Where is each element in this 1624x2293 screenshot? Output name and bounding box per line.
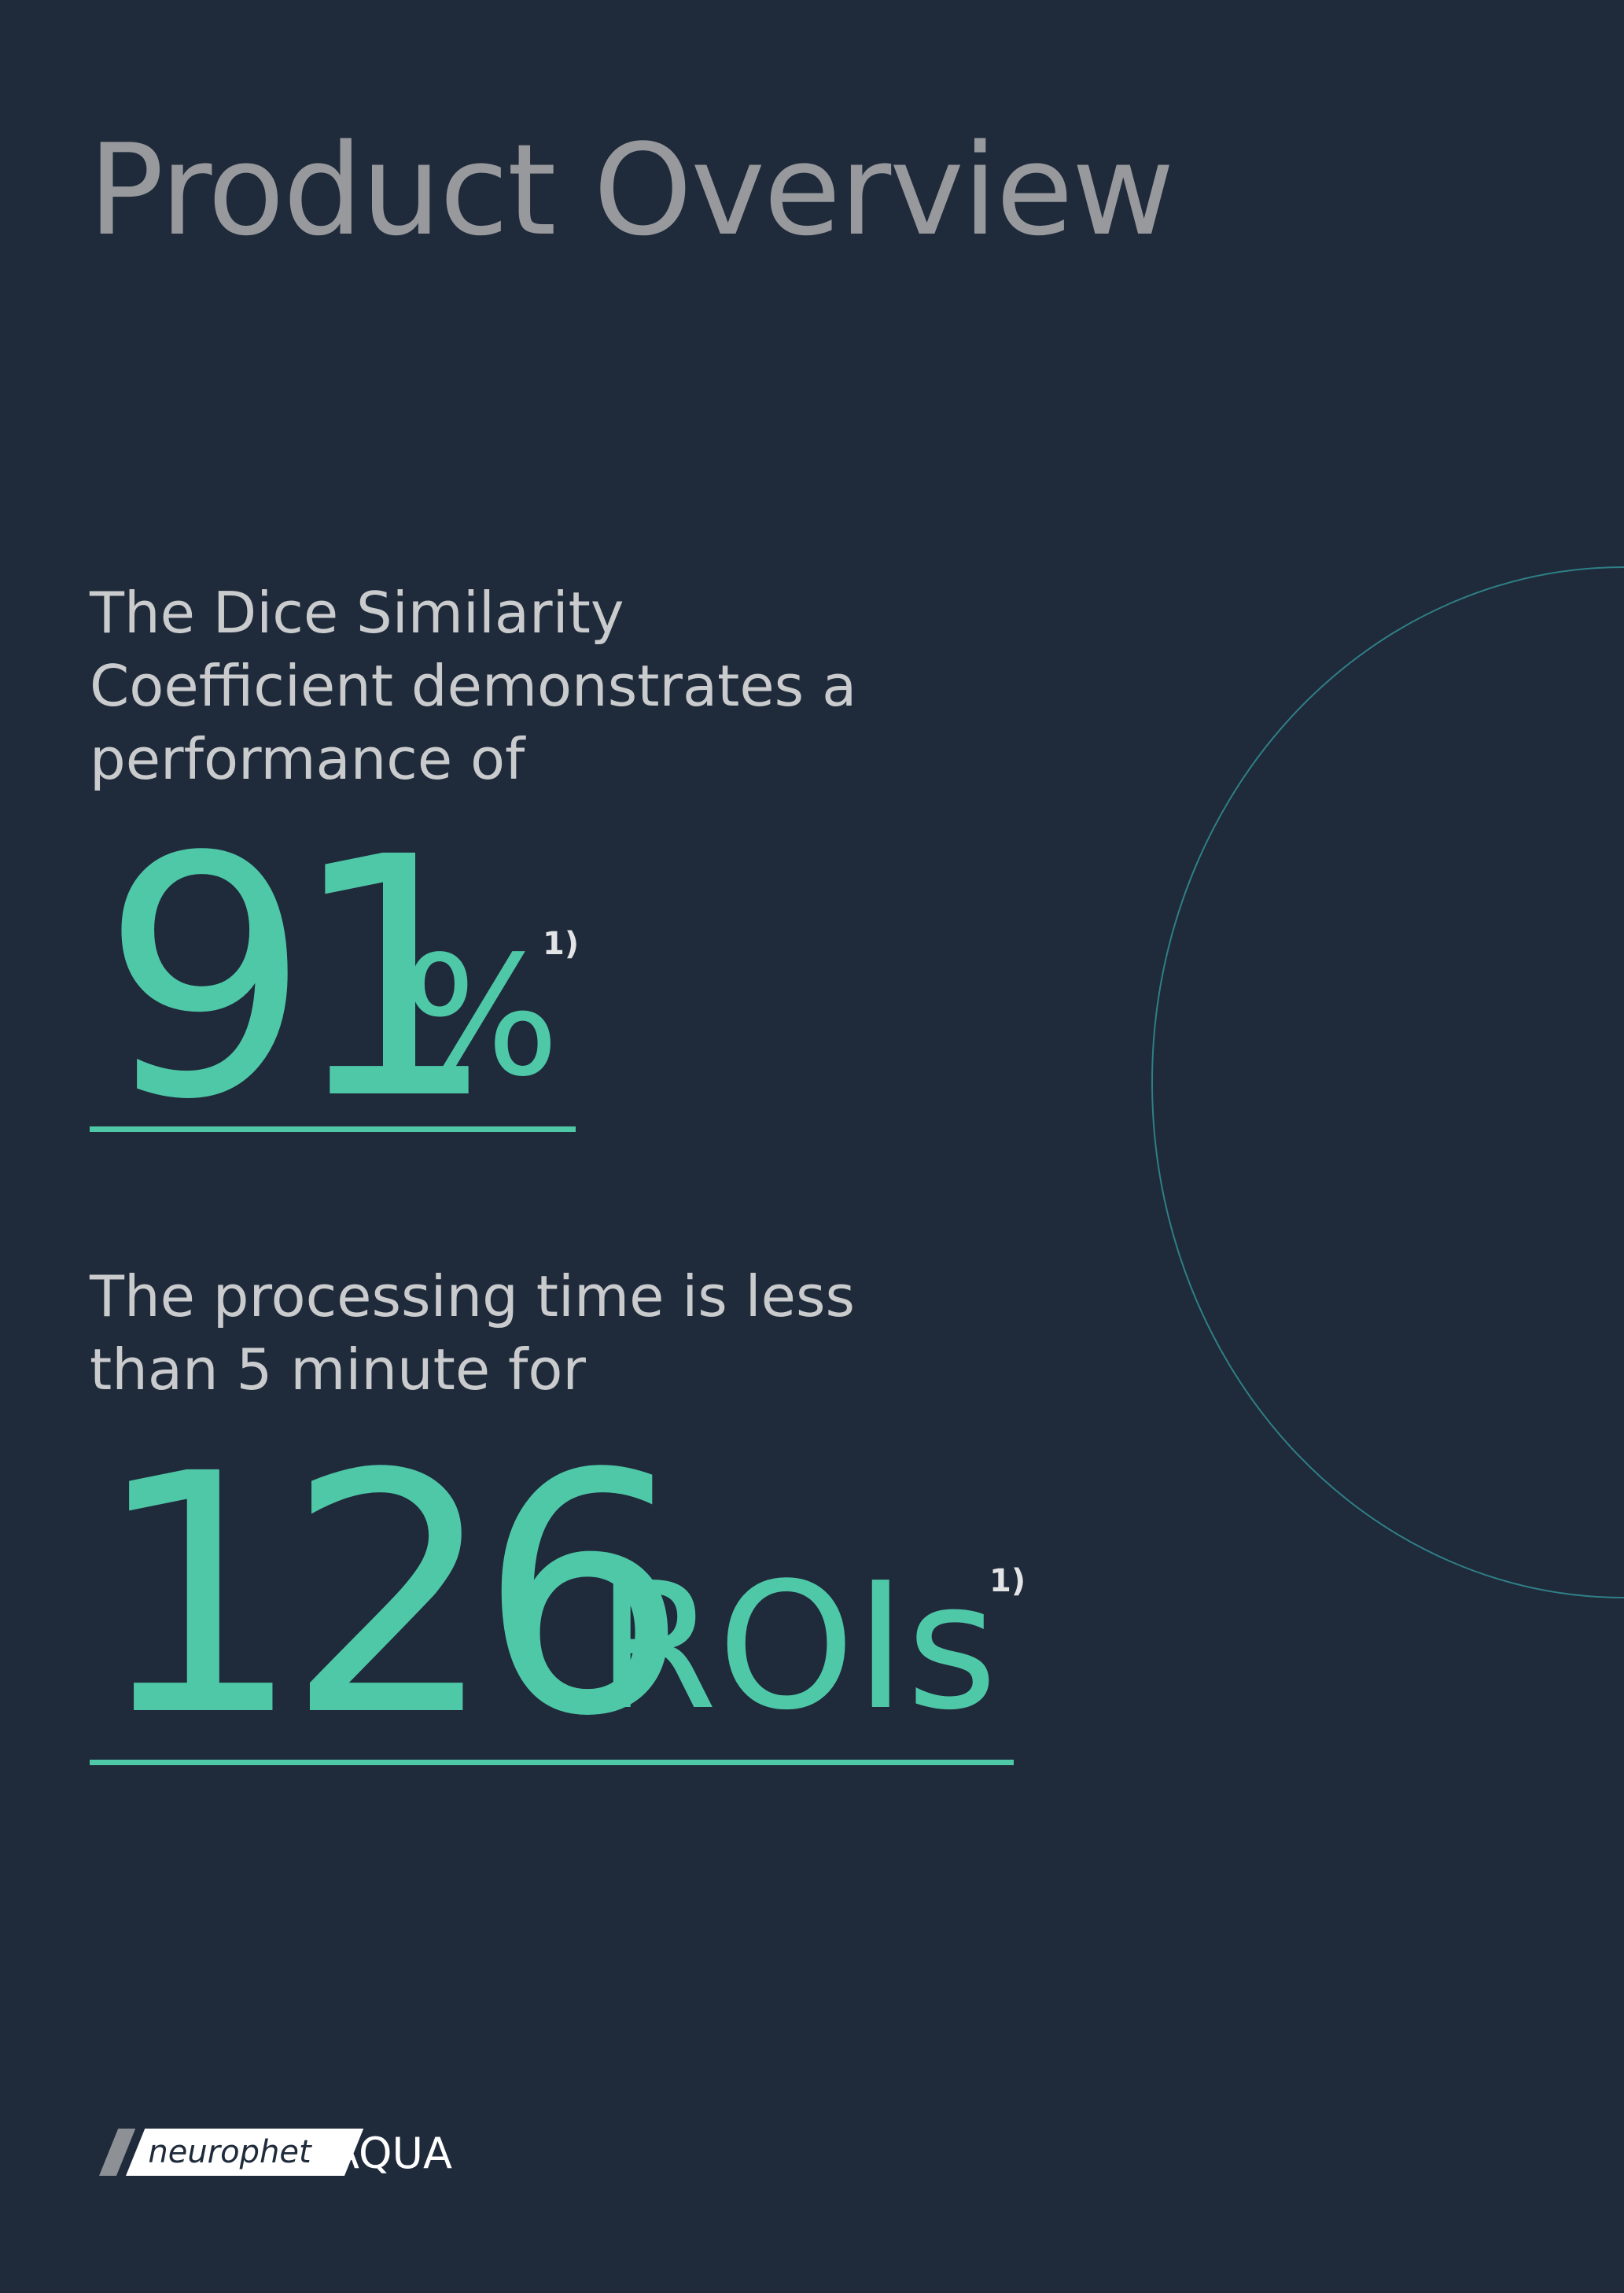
- footnote-marker: 1): [989, 1563, 1026, 1599]
- footnote-marker: 1): [543, 926, 580, 962]
- stat-unit: ROIs: [596, 1546, 998, 1749]
- stat-underline: [90, 1126, 576, 1132]
- stat-value: 91: [101, 787, 499, 1172]
- stat-underline: [90, 1760, 1014, 1765]
- footer-logo: neurophet AQUA: [90, 2129, 452, 2178]
- logo-product-name: AQUA: [330, 2129, 452, 2178]
- stat-value: 126: [93, 1404, 689, 1789]
- page-title: Product Overview: [88, 116, 1175, 264]
- logo-brand-name: neurophet: [148, 2134, 311, 2170]
- stat-description: The Dice Similarity Coefficient demonstr…: [90, 580, 857, 792]
- decorative-arc-ellipse: [1151, 566, 1624, 1598]
- stat-description: The processing time is less than 5 minut…: [90, 1263, 855, 1403]
- stat-unit: %: [403, 920, 560, 1113]
